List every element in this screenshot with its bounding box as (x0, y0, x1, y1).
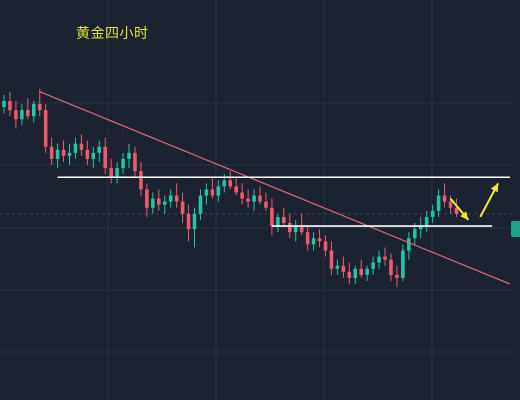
candle-down (347, 271, 352, 278)
candle-up (151, 198, 155, 208)
candle-down (174, 195, 179, 202)
candle-down (395, 274, 399, 278)
candle-down (264, 201, 268, 208)
candle-up (67, 152, 72, 156)
candle-up (91, 152, 96, 159)
candle-down (454, 207, 459, 214)
candle-up (377, 256, 381, 263)
candle-down (341, 265, 346, 272)
candle-down (37, 104, 42, 111)
candle-up (353, 268, 358, 278)
candle-up (222, 180, 227, 187)
candle-up (413, 229, 417, 239)
candle-down (8, 101, 12, 111)
candle-up (252, 195, 256, 202)
candle-down (210, 189, 215, 196)
candle-down (299, 226, 304, 233)
candle-down (103, 146, 107, 169)
candle-down (234, 186, 238, 193)
candle-up (371, 262, 375, 269)
candle-down (180, 201, 185, 214)
candle-up (97, 146, 102, 153)
candle-down (109, 168, 113, 178)
candle-down (317, 238, 322, 242)
candle-down (49, 146, 54, 159)
candle-down (145, 189, 149, 208)
candle-up (20, 110, 24, 120)
candle-up (198, 195, 203, 214)
candle-down (133, 152, 137, 172)
chart-title: 黄金四小时 (76, 26, 149, 42)
candle-down (359, 268, 363, 275)
candle-down (26, 110, 30, 117)
candle-up (365, 268, 369, 275)
candle-up (276, 216, 280, 227)
candle-up (204, 189, 209, 196)
candle-down (79, 143, 84, 150)
candle-down (287, 223, 292, 233)
candle-down (329, 250, 334, 269)
candle-down (139, 171, 143, 190)
candle-down (323, 241, 328, 251)
candle-up (162, 201, 167, 205)
candle-up (127, 152, 131, 159)
up-arrow-head (490, 183, 499, 193)
candle-down (240, 192, 244, 199)
candle-up (430, 210, 435, 217)
candle-down (43, 110, 48, 147)
candle-down (448, 201, 453, 208)
candle-up (192, 213, 197, 230)
candle-up (401, 250, 405, 278)
candle-down (442, 195, 447, 202)
candle-up (73, 143, 78, 153)
candle-down (14, 110, 18, 120)
current-price-tag (511, 221, 520, 237)
candle-up (418, 226, 423, 230)
candle-down (389, 259, 393, 275)
candle-up (168, 195, 173, 202)
candle-down (258, 195, 262, 202)
candle-up (115, 168, 119, 178)
down-arrow-head (460, 211, 469, 220)
candle-up (55, 149, 60, 159)
candle-up (335, 265, 340, 269)
candle-down (270, 207, 274, 227)
trendline (39, 91, 511, 285)
candle-down (61, 149, 66, 156)
candle-up (436, 195, 441, 211)
candle-up (311, 238, 316, 245)
candle-down (157, 198, 161, 205)
candle-down (282, 216, 286, 223)
candle-up (31, 104, 36, 117)
candle-up (407, 238, 411, 251)
candle-down (305, 232, 310, 245)
candle-down (246, 198, 250, 202)
candle-up (121, 158, 125, 169)
candle-down (85, 149, 90, 159)
candle-down (383, 256, 387, 260)
candle-down (186, 213, 191, 230)
candle-down (228, 180, 233, 187)
candle-up (2, 101, 6, 108)
candle-up (424, 216, 429, 227)
candle-up (216, 186, 221, 196)
candle-up (293, 226, 298, 233)
